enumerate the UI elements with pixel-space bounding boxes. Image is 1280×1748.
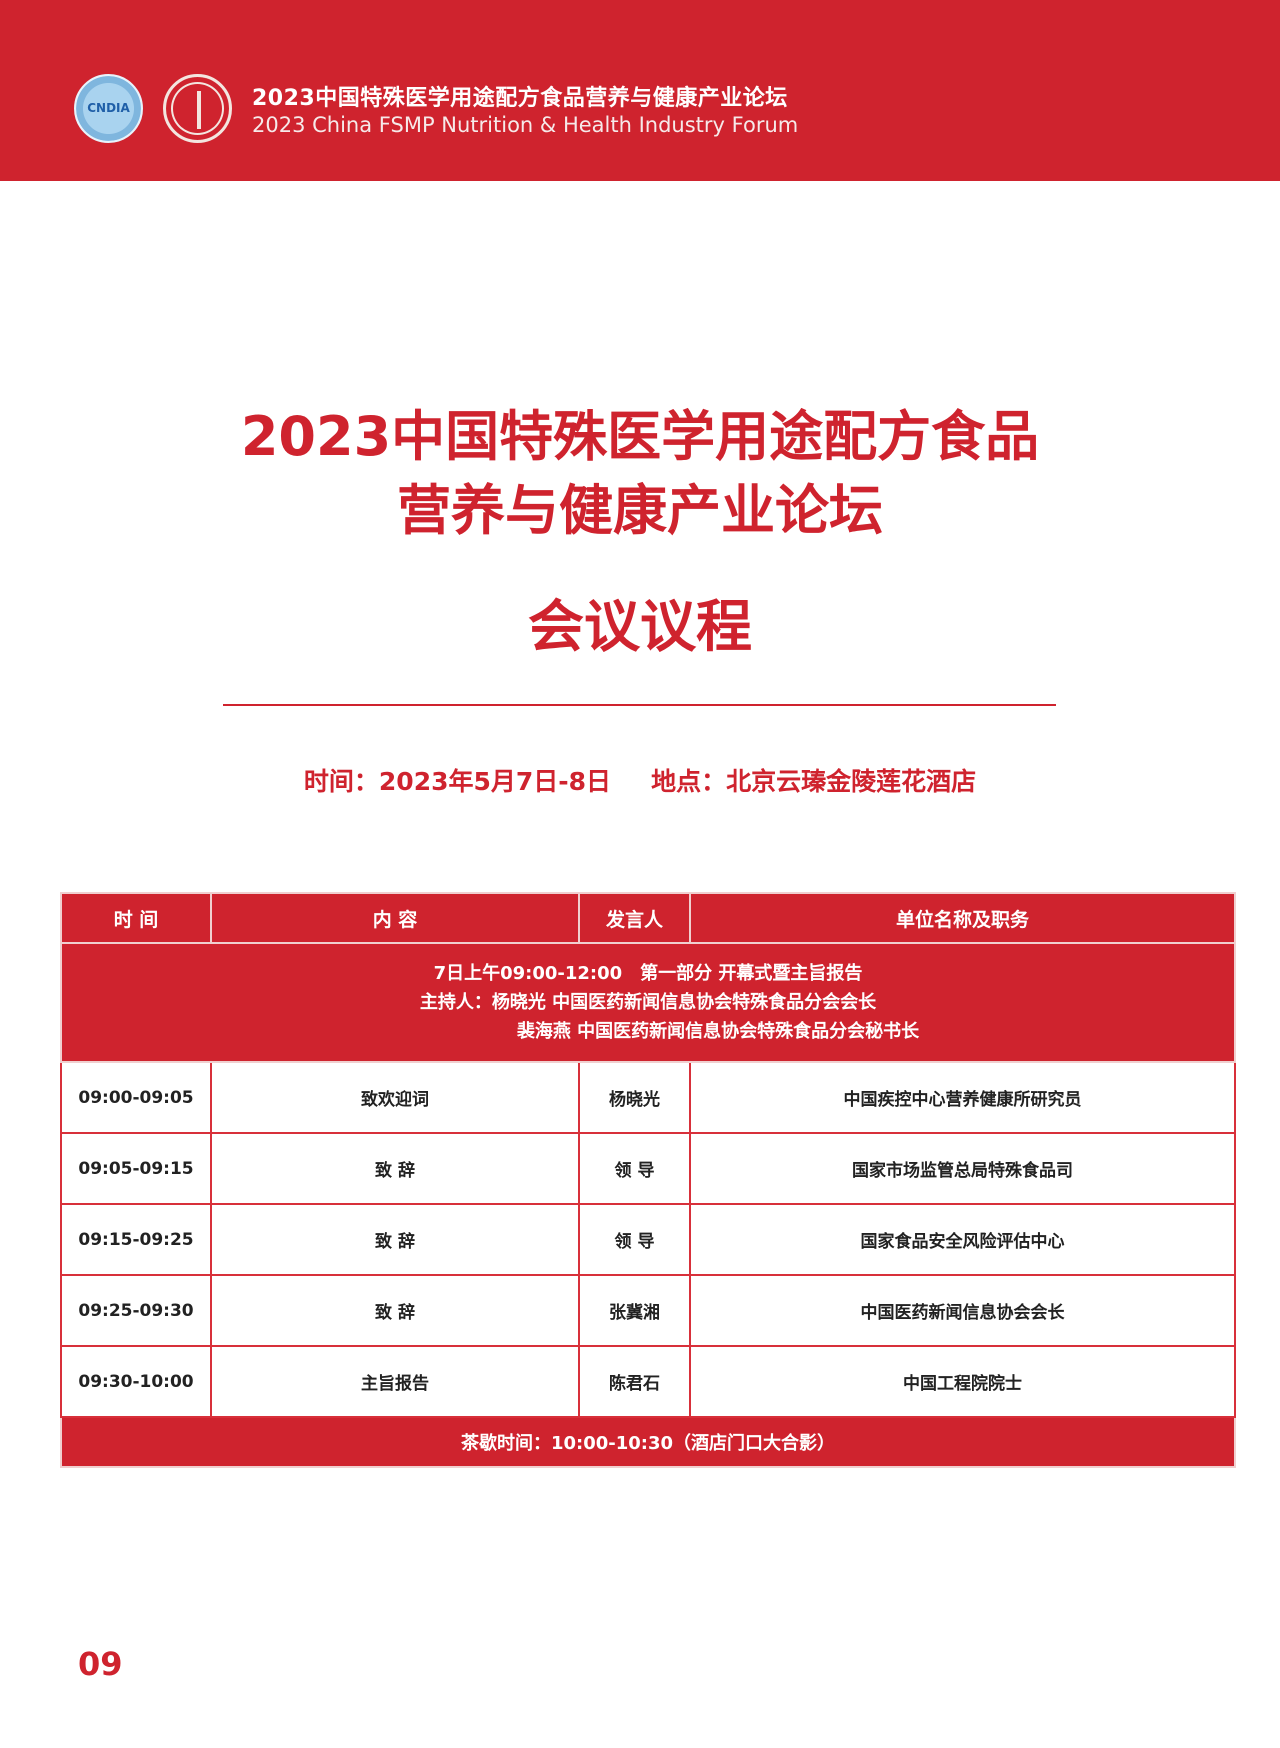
tea-break-row: 茶歇时间：10:00-10:30（酒店门口大合影） xyxy=(60,1416,1236,1468)
table-row: 09:05-09:15 致 辞领 导国家市场监管总局特殊食品司 xyxy=(60,1132,1236,1205)
cell-content: 主旨报告 xyxy=(210,1345,580,1418)
association-seal-logo xyxy=(163,74,232,143)
header-speaker: 发言人 xyxy=(578,892,691,944)
table-row: 09:00-09:05 致欢迎词 杨晓光 中国疾控中心营养健康所研究员 xyxy=(60,1061,1236,1134)
cell-time: 09:15-09:25 xyxy=(60,1203,212,1276)
tea-break-text: 茶歇时间：10:00-10:30（酒店门口大合影） xyxy=(60,1416,1236,1468)
header-title-en: 2023 China FSMP Nutrition & Health Indus… xyxy=(252,113,799,137)
page-title-line1: 2023中国特殊医学用途配方食品 xyxy=(240,405,1040,468)
table-row: 09:25-09:30 致 辞张冀湘 中国医药新闻信息协会会长 xyxy=(60,1274,1236,1347)
cell-org: 中国工程院院士 xyxy=(689,1345,1236,1418)
table-row: 09:30-10:00 主旨报告 陈君石 中国工程院院士 xyxy=(60,1345,1236,1418)
event-place: 地点：北京云瑧金陵莲花酒店 xyxy=(651,767,977,796)
header-content: 内 容 xyxy=(210,892,580,944)
table-header-row: 时 间 内 容 发言人 单位名称及职务 xyxy=(60,892,1236,944)
cndia-logo: CNDIA xyxy=(74,74,143,143)
page-number: 09 xyxy=(78,1645,123,1683)
page-title-line2: 营养与健康产业论坛 xyxy=(397,479,883,542)
section-title: 7日上午09:00-12:00 第一部分 开幕式暨主旨报告 xyxy=(433,963,863,984)
logo-text: CNDIA xyxy=(87,101,130,115)
cell-time: 09:25-09:30 xyxy=(60,1274,212,1347)
section-row: 7日上午09:00-12:00 第一部分 开幕式暨主旨报告 主持人：杨晓光 中国… xyxy=(60,942,1236,1063)
event-meta: 时间：2023年5月7日-8日 地点：北京云瑧金陵莲花酒店 xyxy=(0,762,1280,798)
agenda-table: 时 间 内 容 发言人 单位名称及职务 7日上午09:00-12:00 第一部分… xyxy=(60,892,1236,1468)
header-org: 单位名称及职务 xyxy=(689,892,1236,944)
cell-speaker: 领 导 xyxy=(578,1132,691,1205)
cell-org: 中国医药新闻信息协会会长 xyxy=(689,1274,1236,1347)
header-time: 时 间 xyxy=(60,892,212,944)
cell-speaker: 领 导 xyxy=(578,1203,691,1276)
cell-org: 国家食品安全风险评估中心 xyxy=(689,1203,1236,1276)
event-time: 时间：2023年5月7日-8日 xyxy=(303,767,612,796)
page-subtitle: 会议议程 xyxy=(528,595,752,660)
header-title-cn: 2023中国特殊医学用途配方食品营养与健康产业论坛 xyxy=(252,86,788,111)
cell-time: 09:00-09:05 xyxy=(60,1061,212,1134)
cell-content: 致 辞 xyxy=(210,1132,580,1205)
divider xyxy=(223,704,1056,706)
cell-org: 国家市场监管总局特殊食品司 xyxy=(689,1132,1236,1205)
cell-speaker: 陈君石 xyxy=(578,1345,691,1418)
cell-content: 致 辞 xyxy=(210,1203,580,1276)
cell-time: 09:05-09:15 xyxy=(60,1132,212,1205)
cell-speaker: 杨晓光 xyxy=(578,1061,691,1134)
cell-speaker: 张冀湘 xyxy=(578,1274,691,1347)
section-cohost: 裴海燕 中国医药新闻信息协会特殊食品分会秘书长 xyxy=(516,1021,920,1042)
header-banner: CNDIA 2023中国特殊医学用途配方食品营养与健康产业论坛 2023 Chi… xyxy=(0,0,1280,181)
cell-content: 致 辞 xyxy=(210,1274,580,1347)
cell-org: 中国疾控中心营养健康所研究员 xyxy=(689,1061,1236,1134)
cell-content: 致欢迎词 xyxy=(210,1061,580,1134)
table-row: 09:15-09:25 致 辞领 导国家食品安全风险评估中心 xyxy=(60,1203,1236,1276)
cell-time: 09:30-10:00 xyxy=(60,1345,212,1418)
section-host: 主持人：杨晓光 中国医药新闻信息协会特殊食品分会会长 xyxy=(419,992,877,1013)
